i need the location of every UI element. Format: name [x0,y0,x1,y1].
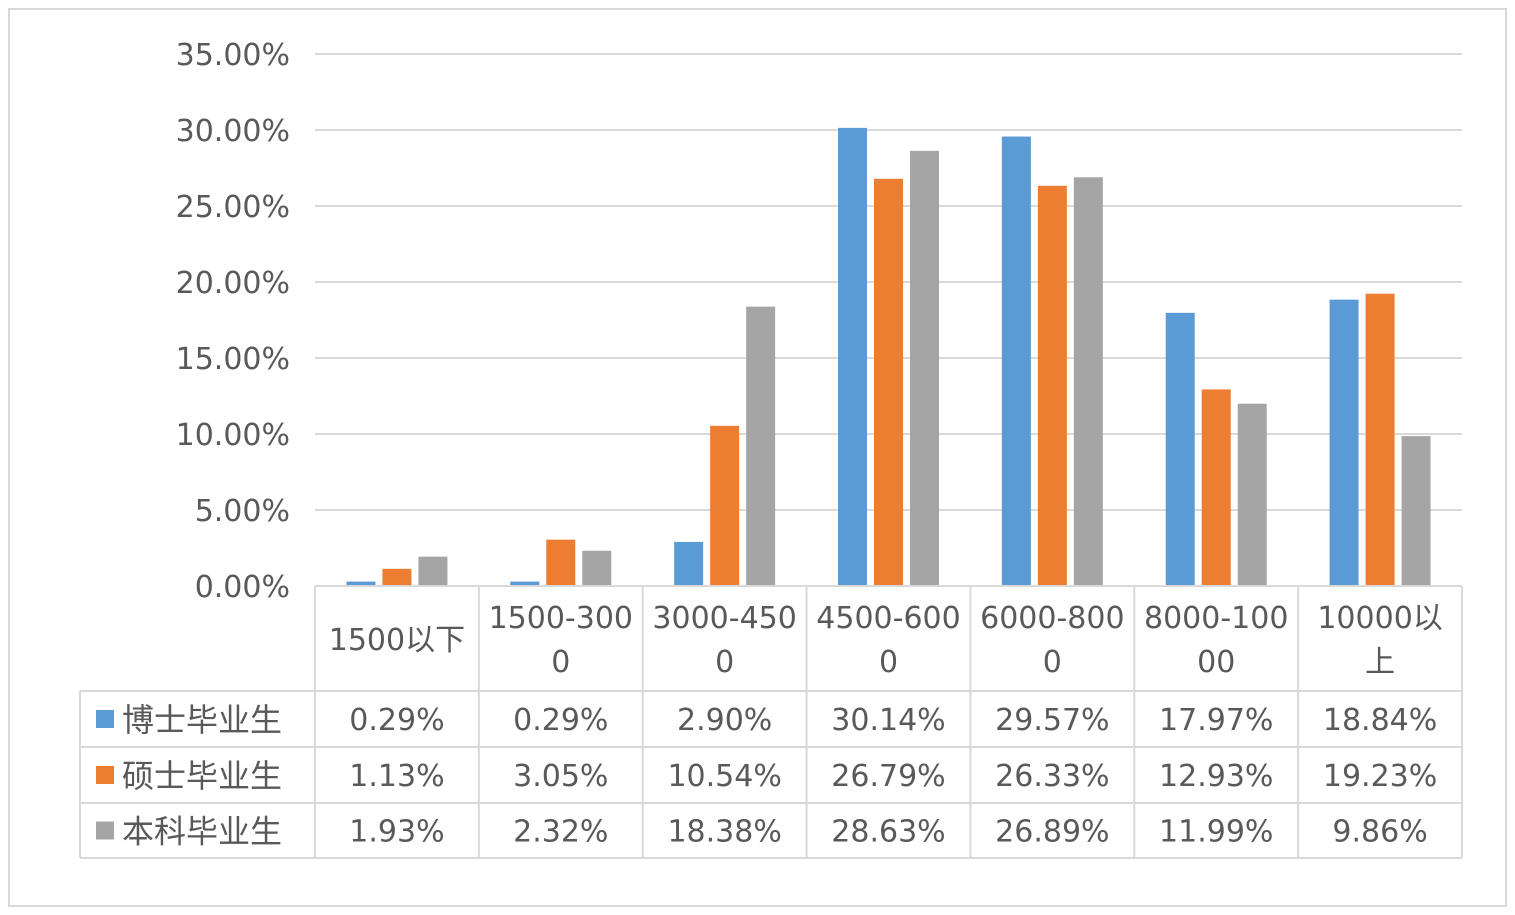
data-label: 28.63% [831,815,945,850]
y-axis-ticks: 0.00% 5.00% 10.00% 15.00% 20.00% 25.00% 30.00%… [176,38,290,605]
bar-2-6 [1201,389,1231,586]
category-label: 8000-100 [1144,601,1288,636]
bar-1-3 [674,541,704,586]
bar-1-1 [346,581,376,586]
bar-3-7 [1401,436,1431,586]
gridlines [315,53,1462,511]
data-label: 18.38% [667,815,781,850]
bar-1-4 [838,127,867,586]
bar-2-1 [382,568,412,586]
bars [346,127,1431,587]
data-label: 3.05% [513,759,608,794]
data-table: 1500以下 1500-300 0 3000-450 0 4500-600 0 6000-80… [79,585,1463,859]
data-label: 1.13% [349,759,444,794]
bar-1-6 [1165,312,1195,586]
category-label: 10000以 [1317,601,1442,636]
data-label: 2.32% [513,815,608,850]
y-tick-label: 20.00% [176,266,290,301]
y-tick-label: 0.00% [195,570,290,605]
bar-1-2 [510,581,540,586]
bar-3-6 [1237,403,1267,586]
data-label: 19.23% [1323,759,1437,794]
data-label: 29.57% [995,703,1109,738]
data-label: 0.29% [513,703,608,738]
y-tick-label: 10.00% [176,418,290,453]
bar-3-1 [418,556,448,586]
y-tick-label: 30.00% [176,114,290,149]
category-label: 1500-300 [489,601,633,636]
bar-3-3 [746,306,776,586]
legend-label: 硕士毕业生 [122,757,282,795]
data-label: 26.89% [995,815,1109,850]
legend-swatch-3 [96,821,114,840]
data-label: 26.79% [831,759,945,794]
category-label: 3000-450 [652,601,796,636]
category-label: 6000-800 [980,601,1124,636]
data-label: 2.90% [677,703,772,738]
category-label: 0 [551,645,570,680]
data-label: 9.86% [1332,815,1427,850]
data-label: 17.97% [1159,703,1273,738]
legend-label: 博士毕业生 [122,701,282,739]
category-label: 1500以下 [329,623,465,658]
category-label: 00 [1197,645,1235,680]
data-label: 18.84% [1323,703,1437,738]
y-tick-label: 5.00% [195,494,290,529]
bar-3-5 [1073,177,1103,586]
y-tick-label: 15.00% [176,342,290,377]
y-tick-label: 25.00% [176,190,290,225]
bar-2-2 [546,539,576,586]
bar-1-5 [1001,136,1031,586]
data-label: 26.33% [995,759,1109,794]
bar-2-4 [874,178,903,587]
category-label: 0 [715,645,734,680]
legend-swatch-1 [96,710,114,728]
data-label: 30.14% [831,703,945,738]
chart-frame [8,8,1507,907]
data-label: 12.93% [1159,759,1273,794]
bar-2-7 [1365,293,1395,586]
bar-1-7 [1329,299,1359,586]
bar-2-3 [710,425,740,586]
data-label: 11.99% [1159,815,1273,850]
data-label: 1.93% [349,815,444,850]
category-label: 上 [1365,645,1395,680]
category-label: 0 [1043,645,1062,680]
data-label: 0.29% [349,703,444,738]
data-label: 10.54% [667,759,781,794]
bar-3-4 [910,150,939,586]
bar-2-5 [1037,185,1067,586]
bar-3-2 [582,550,612,586]
legend-swatch-2 [96,766,114,784]
y-tick-label: 35.00% [176,38,290,73]
category-label: 0 [879,645,898,680]
category-label: 4500-600 [816,601,960,636]
legend-label: 本科毕业生 [122,813,282,851]
